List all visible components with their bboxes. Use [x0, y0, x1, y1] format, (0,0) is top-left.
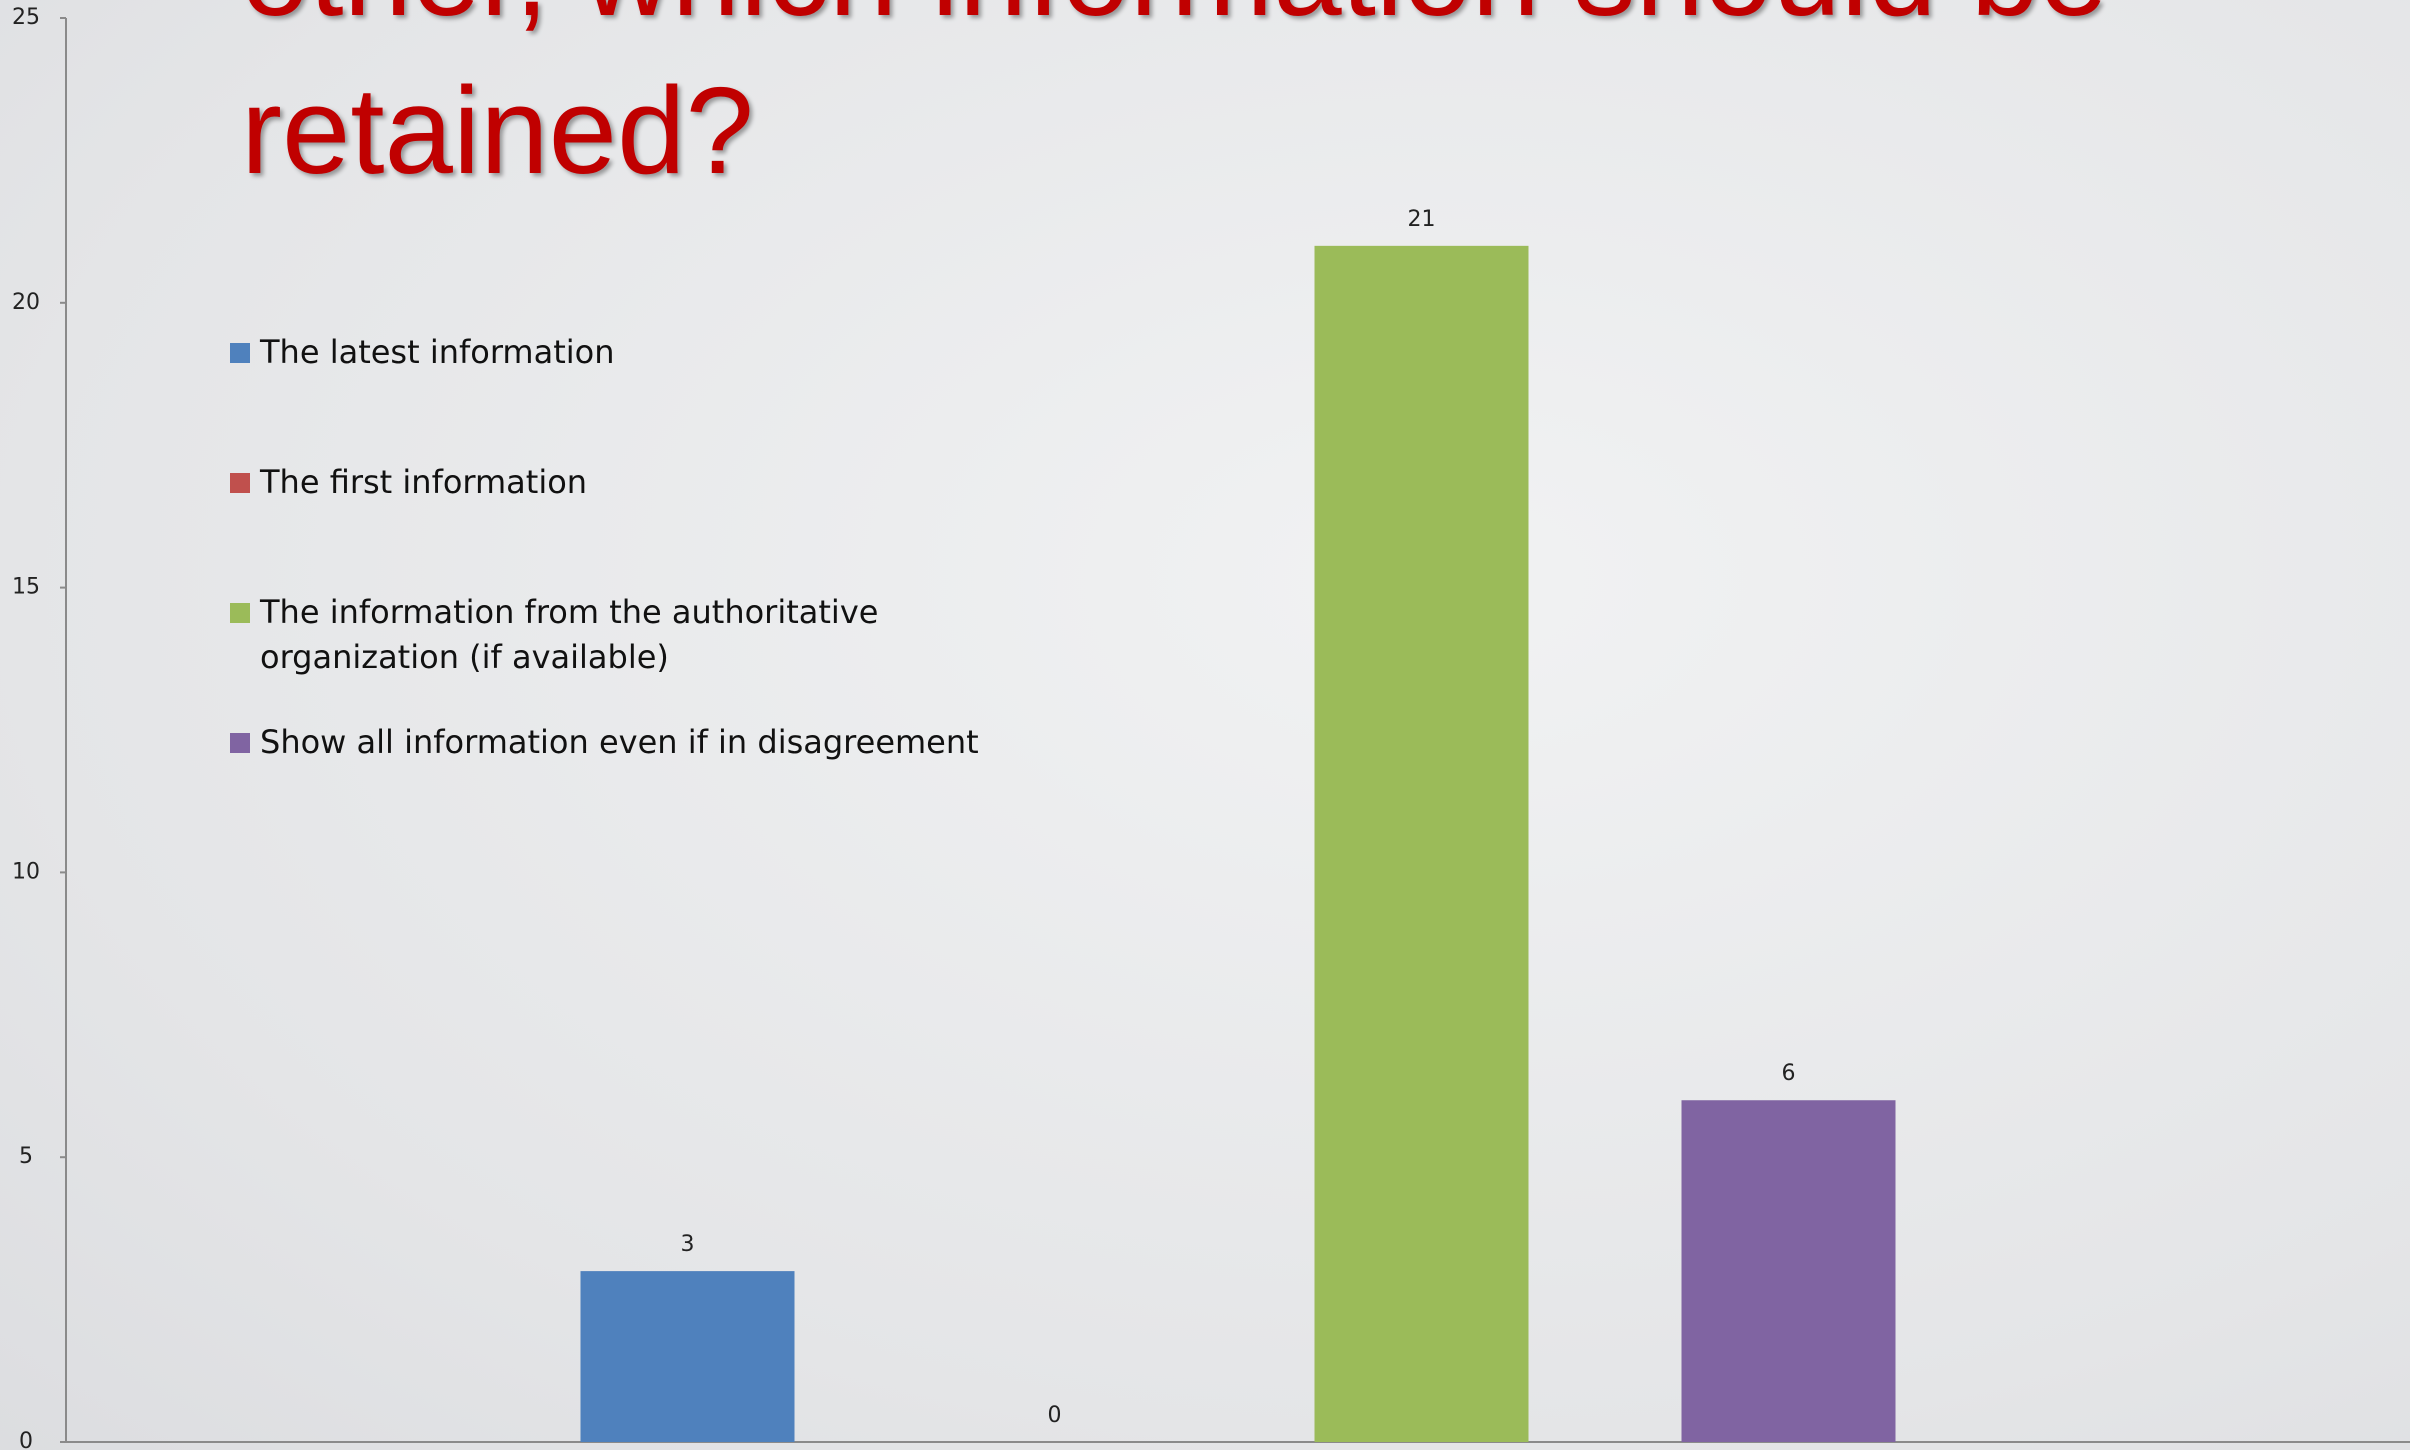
legend-item: The first information [230, 460, 990, 590]
data-label: 0 [1048, 1403, 1062, 1428]
bar [1315, 246, 1529, 1442]
legend-label: Show all information even if in disagree… [260, 723, 979, 761]
y-tick-label: 0 [19, 1429, 33, 1450]
legend-swatch [230, 343, 250, 363]
y-tick-label: 20 [12, 290, 40, 315]
data-label: 3 [681, 1232, 695, 1257]
y-tick-label: 25 [12, 5, 40, 30]
legend-item: The information from the authoritative o… [230, 590, 990, 720]
legend-label: The information from the authoritative o… [260, 593, 878, 676]
y-tick-label: 5 [19, 1144, 33, 1169]
legend-swatch [230, 733, 250, 753]
chart-title: other, which information should be retai… [241, 0, 2191, 211]
data-label: 6 [1782, 1061, 1796, 1086]
legend-label: The first information [260, 463, 587, 501]
legend-swatch [230, 473, 250, 493]
y-tick-label: 10 [12, 859, 40, 884]
slide: {"chart_data": {"type": "bar", "title": … [0, 0, 2410, 1450]
legend-label: The latest information [260, 333, 615, 371]
bar [1682, 1100, 1896, 1442]
legend-item: Show all information even if in disagree… [230, 720, 990, 850]
legend-item: The latest information [230, 330, 990, 460]
legend: The latest information The first informat… [230, 330, 990, 850]
legend-swatch [230, 603, 250, 623]
bar [581, 1271, 795, 1442]
y-tick-label: 15 [12, 575, 40, 600]
